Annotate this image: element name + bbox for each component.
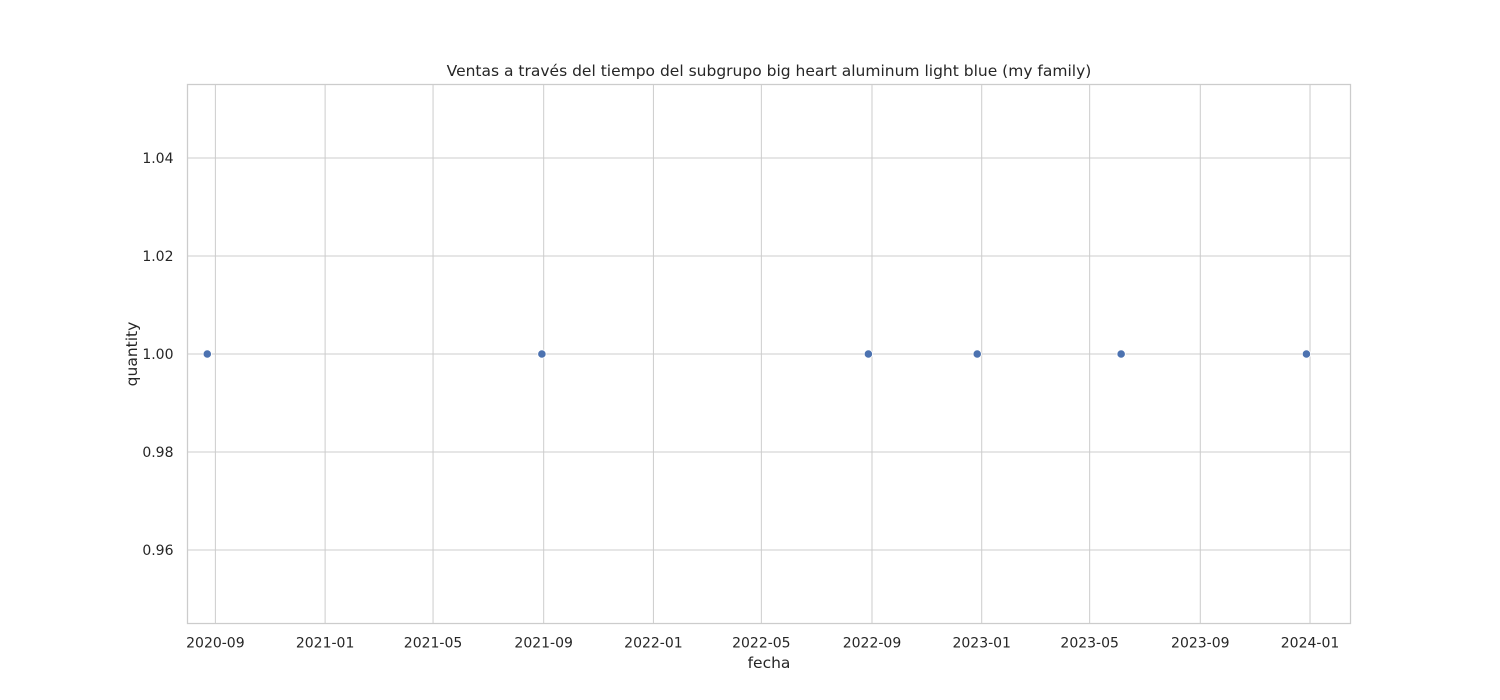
data-point <box>1301 349 1312 359</box>
data-point <box>863 349 873 359</box>
x-tick-label: 2024-01 <box>1281 636 1340 652</box>
data-point <box>537 349 547 359</box>
x-tick-label: 2023-05 <box>1060 636 1119 652</box>
y-tick-label: 0.98 <box>142 445 173 461</box>
grid-lines <box>187 84 1351 624</box>
x-axis-label: fecha <box>748 654 791 672</box>
chart-title: Ventas a través del tiempo del subgrupo … <box>447 62 1092 80</box>
data-points <box>202 349 1312 359</box>
y-tick-label: 1.00 <box>142 347 173 363</box>
x-tick-label: 2021-01 <box>296 636 355 652</box>
x-tick-label: 2020-09 <box>186 636 245 652</box>
data-point <box>202 349 212 359</box>
x-tick-label: 2021-05 <box>404 636 463 652</box>
data-point <box>1116 349 1126 359</box>
x-tick-label: 2023-09 <box>1171 636 1230 652</box>
x-tick-label: 2022-09 <box>843 636 902 652</box>
y-tick-label: 0.96 <box>142 543 173 559</box>
y-tick-label: 1.04 <box>142 151 173 167</box>
x-tick-label: 2023-01 <box>952 636 1011 652</box>
y-axis-label: quantity <box>123 322 141 387</box>
x-tick-label: 2022-01 <box>624 636 683 652</box>
x-tick-label: 2021-09 <box>514 636 573 652</box>
x-tick-label: 2022-05 <box>732 636 791 652</box>
y-tick-label: 1.02 <box>142 249 173 265</box>
y-tick-labels: 0.96 0.98 1.00 1.02 1.04 <box>142 151 173 559</box>
data-point <box>972 349 982 359</box>
x-tick-labels: 2020-09 2021-01 2021-05 2021-09 2022-01 2022-… <box>186 636 1339 652</box>
